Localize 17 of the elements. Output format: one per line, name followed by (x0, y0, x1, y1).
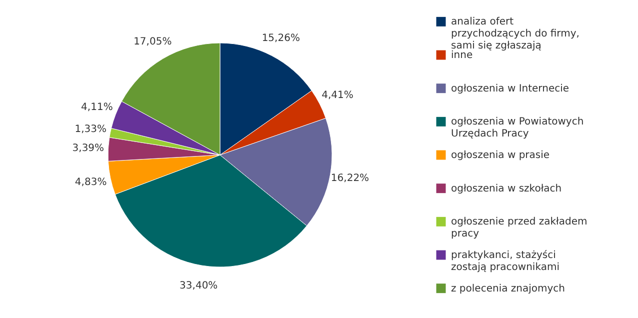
data-label: 1,33% (74, 124, 107, 135)
data-label: 4,11% (81, 102, 113, 114)
data-label: 3,39% (72, 143, 104, 154)
data-label: 17,05% (134, 36, 172, 48)
legend-label: ogłoszenia w Internecie (451, 83, 570, 94)
data-label: 4,83% (74, 177, 107, 188)
legend-label: ogłoszenia w Powiatowych Urzędach Pracy (451, 116, 584, 140)
legend-label: z polecenia znajomych (451, 283, 566, 294)
legend-label: praktykanci, stażyści zostają pracownikami (451, 249, 560, 273)
legend-label: ogłoszenia w prasie (451, 150, 550, 161)
data-label: 33,40% (180, 280, 218, 292)
data-label: 16,22% (330, 172, 370, 184)
legend-label: ogłoszenia w szkołach (451, 183, 562, 194)
legend-label: inne (451, 50, 473, 61)
data-label: 4,41% (322, 90, 354, 101)
legend-label: ogłoszenie przed zakładem pracy (451, 216, 588, 240)
data-label: 15,26% (262, 32, 300, 44)
